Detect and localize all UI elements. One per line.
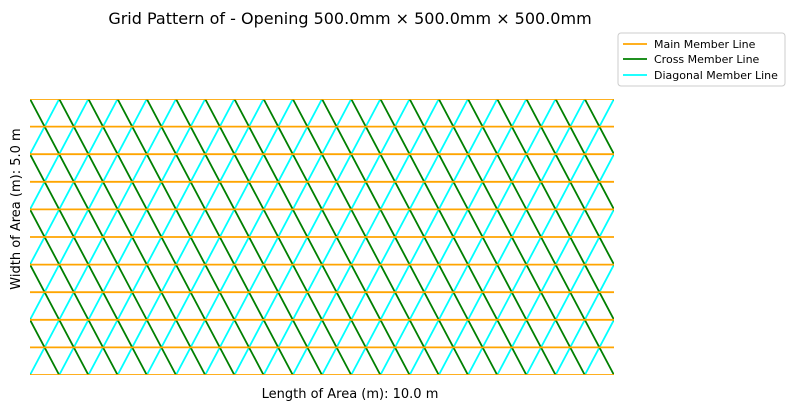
diagonal-member-line — [760, 99, 794, 375]
cross-member-line — [30, 317, 60, 375]
cross-member-line — [0, 99, 1, 375]
cross-member-line — [760, 99, 794, 375]
cross-member-line — [643, 99, 789, 375]
legend-item-main: Main Member Line — [623, 38, 756, 51]
cross-member-line — [613, 99, 614, 101]
y-axis-label: Width of Area (m): 5.0 m — [9, 128, 24, 289]
diagonal-member-line — [0, 99, 1, 375]
legend: Main Member Line Cross Member Line Diago… — [617, 32, 786, 87]
diagonal-member-line — [584, 317, 614, 375]
legend-label-diagonal: Diagonal Member Line — [654, 69, 778, 82]
x-axis-label: Length of Area (m): 10.0 m — [262, 387, 439, 402]
diagonal-member-line — [789, 99, 794, 375]
legend-label-cross: Cross Member Line — [654, 53, 760, 66]
chart-title: Grid Pattern of - Opening 500.0mm × 500.… — [108, 9, 591, 28]
cross-member-line — [584, 99, 614, 157]
cross-member-line — [554, 99, 614, 212]
legend-frame — [617, 32, 786, 87]
diagonal-member-line — [731, 99, 794, 375]
diagonal-member-line — [643, 99, 789, 375]
plot-area — [0, 99, 794, 375]
cross-member-line — [30, 262, 90, 375]
legend-label-main: Main Member Line — [654, 38, 756, 51]
diagonal-member-line — [672, 99, 794, 375]
diagonal-member-line — [613, 373, 614, 375]
cross-member-line — [731, 99, 794, 375]
cross-member-line — [672, 99, 794, 375]
cross-member-line — [789, 99, 794, 375]
diagonal-member-line — [554, 262, 614, 375]
cross-member-line — [702, 99, 794, 375]
legend-item-diagonal: Diagonal Member Line — [623, 69, 778, 82]
diagonal-member-line — [30, 99, 60, 157]
diagonal-member-line — [30, 99, 90, 212]
diagonal-member-line — [702, 99, 794, 375]
legend-item-cross: Cross Member Line — [623, 53, 760, 66]
